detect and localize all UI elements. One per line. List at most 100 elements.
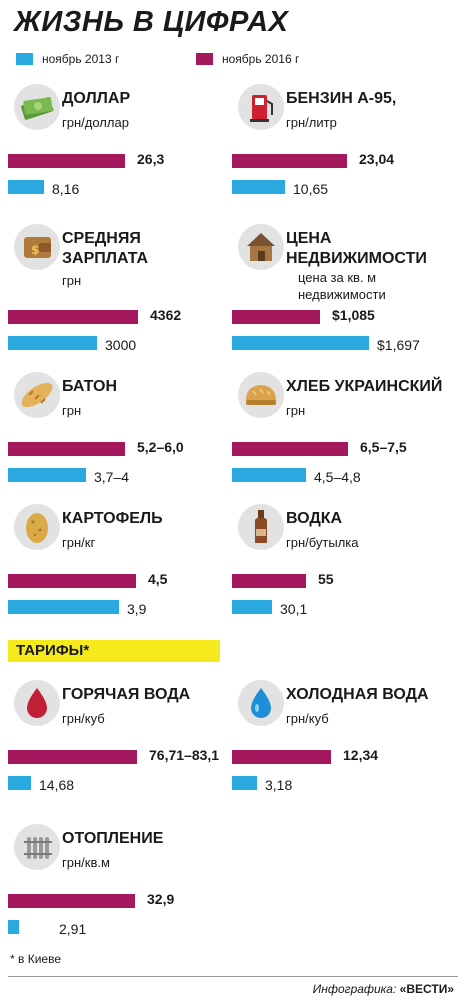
category-name: ГОРЯЧАЯ ВОДА — [62, 685, 190, 705]
category-name: ДОЛЛАР — [62, 89, 130, 109]
category-name-line: ОТОПЛЕНИЕ — [62, 830, 164, 847]
category-name: ОТОПЛЕНИЕ — [62, 829, 163, 849]
bar-2013 — [8, 180, 44, 194]
category-name-line: БАТОН — [62, 378, 118, 395]
value-label-2013: $1,697 — [377, 337, 420, 353]
category-name-line: ХЛЕБ УКРАИНСКИЙ — [286, 378, 443, 395]
tariffs-label: ТАРИФЫ* — [16, 642, 90, 659]
value-label-2016: 12,34 — [343, 747, 379, 763]
value-label-2013: 30,1 — [280, 601, 308, 617]
wallet-icon: $ — [14, 224, 60, 270]
legend-label-2016: ноябрь 2016 г — [222, 52, 300, 66]
category-name: ВОДКА — [286, 509, 342, 529]
category-name-line: СРЕДНЯЯ — [62, 230, 141, 247]
value-label-2016: 76,71–83,1 — [149, 747, 220, 763]
unit-label: грн/куб — [286, 710, 329, 727]
blue-drop-icon — [238, 680, 284, 726]
bar-2016 — [232, 442, 348, 456]
svg-text:$: $ — [31, 243, 39, 257]
panel-realty: ЦЕНА НЕДВИЖИМОСТИ цена за кв. м недвижимост… — [232, 224, 462, 354]
unit-label-line: грн/куб — [62, 711, 105, 726]
unit-label: грн — [286, 402, 305, 419]
unit-label: цена за кв. м недвижимости — [298, 269, 386, 303]
bar-2013 — [8, 776, 31, 790]
category-name-line: ХОЛОДНАЯ ВОДА — [286, 686, 429, 703]
panel-potato: КАРТОФЕЛЬ грн/кг 4,5 3,9 — [8, 504, 238, 634]
unit-label: грн — [62, 402, 81, 419]
category-name: ХЛЕБ УКРАИНСКИЙ — [286, 377, 442, 397]
red-drop-icon — [14, 680, 60, 726]
baton-icon — [14, 372, 60, 418]
unit-label: грн/бутылка — [286, 534, 359, 551]
credit-brand: «ВЕСТИ» — [399, 982, 454, 996]
bar-2013 — [232, 468, 306, 482]
value-label-2016: 32,9 — [147, 891, 175, 907]
legend-swatch-2016 — [196, 53, 213, 65]
bar-2016 — [232, 310, 320, 324]
legend-swatch-2013 — [16, 53, 33, 65]
bar-2016 — [8, 442, 125, 456]
unit-label-line: грн — [62, 273, 82, 288]
unit-label: грн/кв.м — [62, 854, 110, 871]
unit-label-line: недвижимости — [298, 287, 386, 302]
unit-label: грн/доллар — [62, 114, 129, 131]
unit-label: грн/кг — [62, 534, 95, 551]
unit-label: грн/куб — [62, 710, 105, 727]
category-name-line: ВОДКА — [286, 510, 343, 527]
panel-salary: $ СРЕДНЯЯ ЗАРПЛАТА грн 4362 3000 — [8, 224, 238, 354]
credit-prefix: Инфографика: — [312, 982, 397, 996]
unit-label-line: грн/куб — [286, 711, 329, 726]
radiator-icon — [14, 824, 60, 870]
bar-2016 — [232, 154, 347, 168]
bar-2016 — [232, 750, 331, 764]
bar-2016 — [232, 574, 306, 588]
value-label-2016: 26,3 — [137, 151, 165, 167]
value-label-2013: 14,68 — [39, 777, 75, 793]
unit-label-line: грн — [286, 403, 306, 418]
bar-2013 — [8, 600, 119, 614]
fuel-pump-icon — [238, 84, 284, 130]
value-label-2016: $1,085 — [332, 307, 375, 323]
value-label-2013: 3,9 — [127, 601, 147, 617]
legend-item-2016: ноябрь 2016 г — [196, 52, 299, 66]
bread-icon — [238, 372, 284, 418]
bar-2013 — [8, 468, 86, 482]
panel-heating: ОТОПЛЕНИЕ грн/кв.м 32,9 2,91 — [8, 824, 238, 954]
category-name: БАТОН — [62, 377, 117, 397]
legend-label-2013: ноябрь 2013 г — [42, 52, 120, 66]
value-label-2016: 23,04 — [359, 151, 395, 167]
panel-dollar: ДОЛЛАР грн/доллар 26,3 8,16 — [8, 84, 238, 214]
value-label-2013: 3000 — [105, 337, 137, 353]
bar-2016 — [8, 750, 137, 764]
category-name: ЦЕНА НЕДВИЖИМОСТИ — [286, 229, 427, 269]
bar-2013 — [232, 180, 285, 194]
bottle-icon — [238, 504, 284, 550]
panel-baton: БАТОН грн 5,2–6,0 3,7–4 — [8, 372, 238, 502]
value-label-2013: 3,7–4 — [94, 469, 130, 485]
category-name-line: КАРТОФЕЛЬ — [62, 510, 163, 527]
panel-gasoline: БЕНЗИН А-95, грн/литр 23,04 10,65 — [232, 84, 462, 214]
house-icon — [238, 224, 284, 270]
value-label-2016: 5,2–6,0 — [137, 439, 184, 455]
panel-hot-water: ГОРЯЧАЯ ВОДА грн/куб 76,71–83,1 14,68 — [8, 680, 238, 810]
bar-2013 — [232, 776, 257, 790]
bar-2016 — [8, 310, 138, 324]
unit-label-line: грн/доллар — [62, 115, 129, 130]
category-name: СРЕДНЯЯ ЗАРПЛАТА — [62, 229, 148, 269]
category-name: ХОЛОДНАЯ ВОДА — [286, 685, 429, 705]
unit-label: грн/литр — [286, 114, 337, 131]
unit-label: грн — [62, 272, 81, 289]
unit-label-line: грн/бутылка — [286, 535, 359, 550]
credit: Инфографика: «ВЕСТИ» — [313, 982, 454, 996]
unit-label-line: грн/кг — [62, 535, 96, 550]
bar-2013 — [232, 600, 272, 614]
panel-vodka: ВОДКА грн/бутылка 55 30,1 — [232, 504, 462, 634]
legend-item-2013: ноябрь 2013 г — [16, 52, 119, 66]
unit-label-line: грн/литр — [286, 115, 337, 130]
value-label-2013: 8,16 — [52, 181, 80, 197]
category-name: БЕНЗИН А-95, — [286, 89, 396, 109]
value-label-2013: 10,65 — [293, 181, 329, 197]
panel-cold-water: ХОЛОДНАЯ ВОДА грн/куб 12,34 3,18 — [232, 680, 462, 810]
footnote: * в Киеве — [10, 952, 61, 966]
category-name-line: ГОРЯЧАЯ ВОДА — [62, 686, 191, 703]
